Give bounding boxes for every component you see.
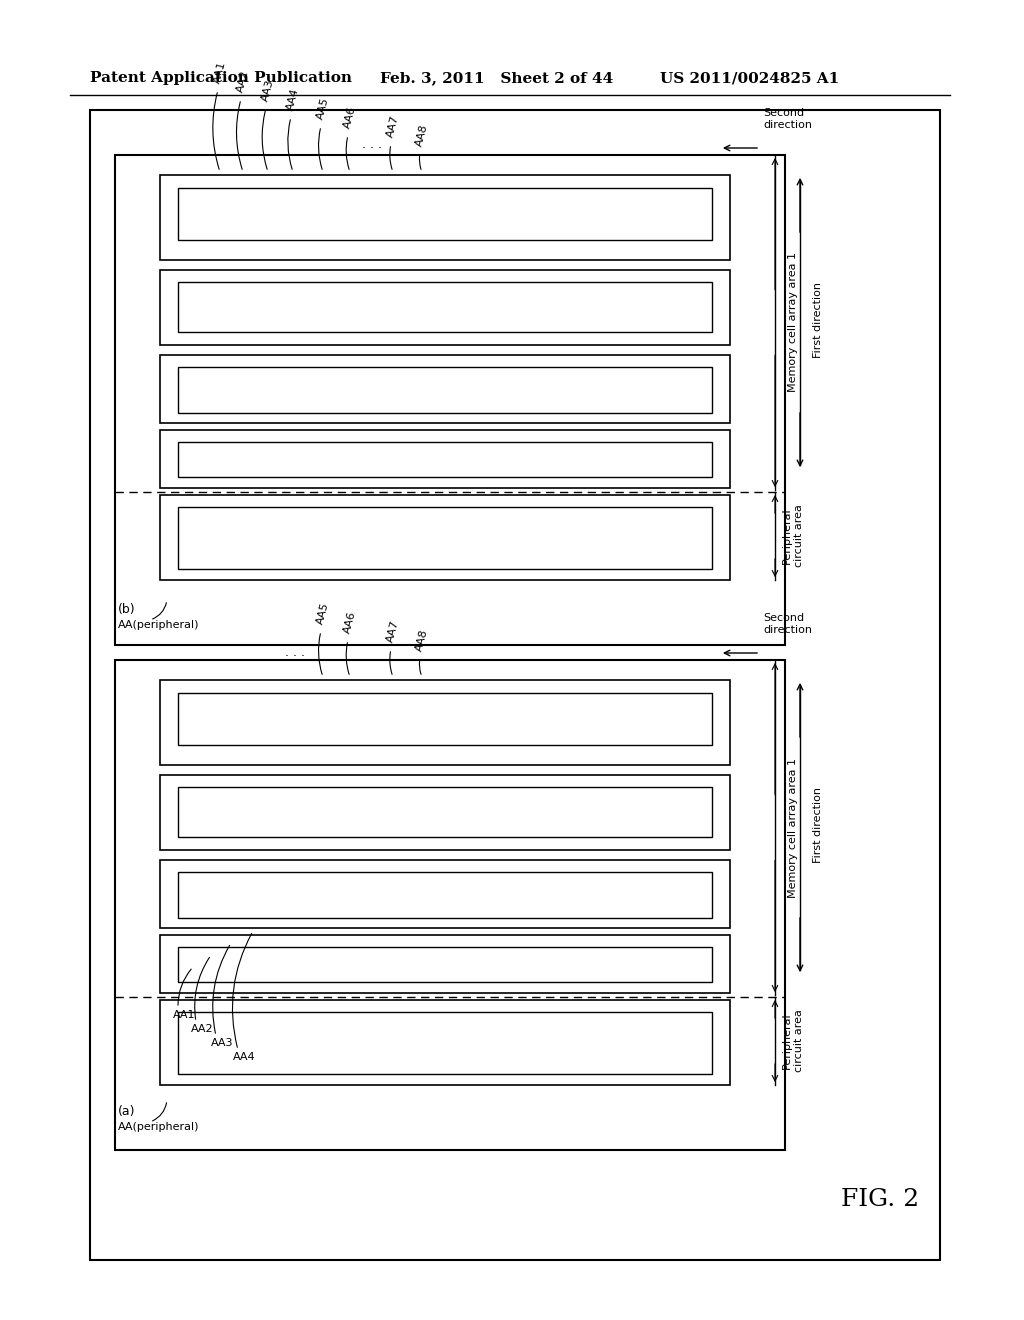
Text: First direction: First direction: [813, 282, 823, 358]
Text: AA4: AA4: [286, 87, 301, 112]
Text: US 2011/0024825 A1: US 2011/0024825 A1: [660, 71, 840, 84]
Bar: [178, 507, 712, 569]
Text: (a): (a): [118, 1106, 135, 1118]
Bar: [160, 355, 730, 422]
Text: Second
direction: Second direction: [763, 614, 812, 635]
Bar: [160, 495, 730, 579]
Bar: [178, 946, 712, 982]
Text: AA6: AA6: [342, 106, 357, 129]
Text: FIG. 2: FIG. 2: [841, 1188, 920, 1212]
Text: Memory cell array area 1: Memory cell array area 1: [788, 758, 798, 898]
Bar: [178, 1012, 712, 1074]
Text: (b): (b): [118, 603, 135, 616]
Bar: [90, 110, 940, 1261]
Text: AA5: AA5: [315, 96, 331, 121]
Text: AA3: AA3: [260, 79, 275, 103]
Text: Feb. 3, 2011   Sheet 2 of 44: Feb. 3, 2011 Sheet 2 of 44: [380, 71, 613, 84]
Text: AA7: AA7: [385, 619, 400, 644]
Text: . . .: . . .: [285, 647, 305, 660]
Text: AA6: AA6: [342, 611, 357, 635]
Bar: [160, 176, 730, 260]
Bar: [178, 442, 712, 477]
Text: First direction: First direction: [813, 787, 823, 863]
Bar: [160, 935, 730, 993]
Bar: [115, 660, 785, 1150]
Text: AA(peripheral): AA(peripheral): [118, 1122, 200, 1133]
Bar: [160, 680, 730, 766]
Text: AA2: AA2: [191, 1024, 214, 1034]
Text: AA5: AA5: [315, 602, 331, 626]
Bar: [178, 187, 712, 240]
Bar: [178, 367, 712, 413]
Text: Patent Application Publication: Patent Application Publication: [90, 71, 352, 84]
Text: AA1: AA1: [173, 1010, 196, 1020]
Text: AA(peripheral): AA(peripheral): [118, 620, 200, 630]
Bar: [178, 693, 712, 744]
Text: AA8: AA8: [415, 124, 430, 148]
Bar: [160, 271, 730, 345]
Text: . . .: . . .: [362, 137, 382, 150]
Text: AA1: AA1: [212, 61, 227, 84]
Bar: [178, 873, 712, 917]
Text: AA7: AA7: [385, 115, 400, 139]
Text: AA2: AA2: [236, 70, 251, 94]
Bar: [178, 282, 712, 333]
Text: AA8: AA8: [415, 628, 430, 653]
Text: AA3: AA3: [211, 1038, 233, 1048]
Bar: [160, 430, 730, 488]
Bar: [160, 775, 730, 850]
Bar: [178, 787, 712, 837]
Text: Peripheral
circuit area: Peripheral circuit area: [782, 1010, 804, 1072]
Bar: [115, 154, 785, 645]
Text: Second
direction: Second direction: [763, 108, 812, 129]
Bar: [160, 1001, 730, 1085]
Text: Peripheral
circuit area: Peripheral circuit area: [782, 504, 804, 568]
Text: Memory cell array area 1: Memory cell array area 1: [788, 252, 798, 392]
Bar: [160, 861, 730, 928]
Text: AA4: AA4: [233, 1052, 256, 1063]
